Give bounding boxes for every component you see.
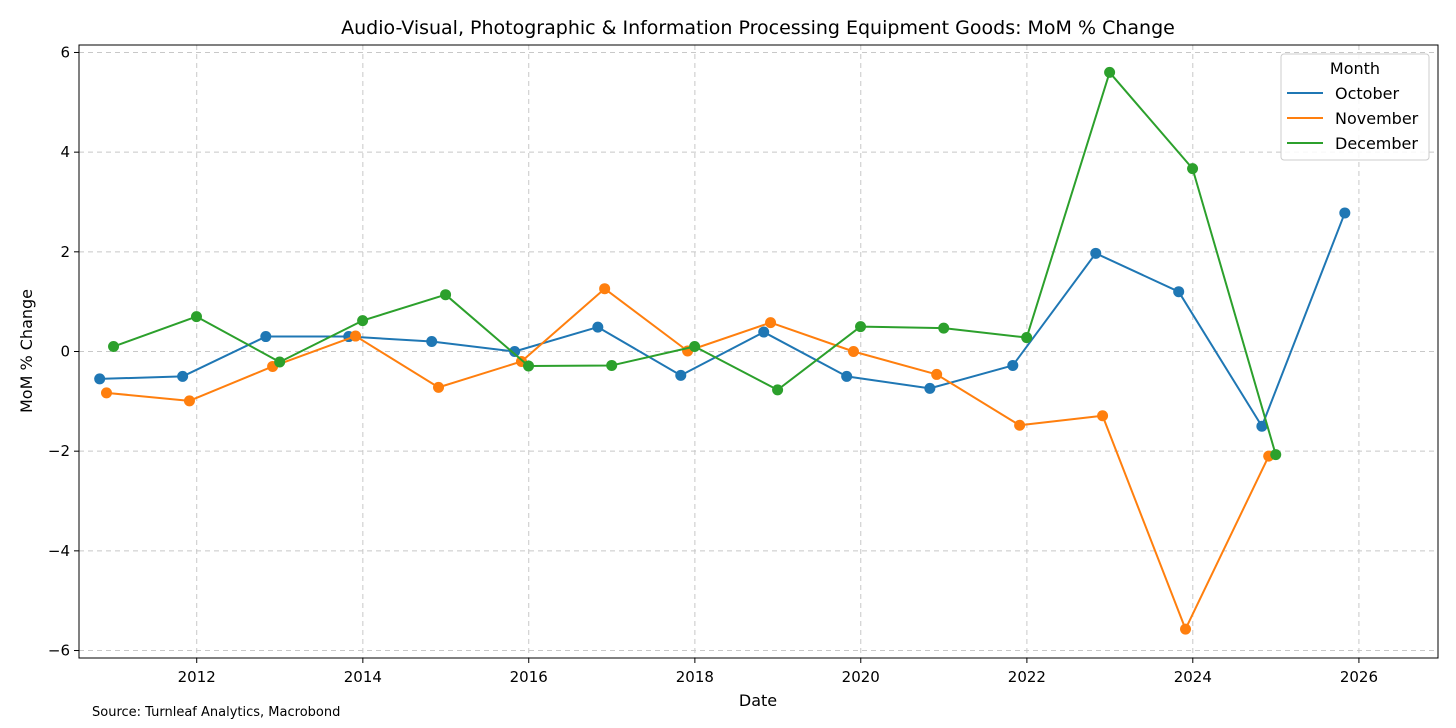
x-tick-label: 2018	[676, 668, 714, 686]
data-point-october	[592, 321, 604, 333]
data-point-december	[274, 356, 286, 368]
x-tick-label: 2026	[1340, 668, 1378, 686]
x-tick-label: 2022	[1008, 668, 1046, 686]
y-tick-label: 0	[60, 343, 70, 361]
data-point-october	[509, 346, 521, 357]
data-point-november	[765, 317, 777, 329]
data-point-december	[1104, 66, 1116, 78]
y-axis-ticks: −6 −4 −2 0 2 4 6	[48, 43, 79, 660]
data-point-december	[523, 360, 535, 372]
x-tick-label: 2016	[510, 668, 548, 686]
data-point-october	[758, 326, 770, 338]
data-point-december	[1187, 163, 1199, 175]
grid	[79, 45, 1438, 658]
data-point-october	[1173, 286, 1185, 298]
data-point-november	[1097, 410, 1109, 422]
y-tick-label: 6	[60, 43, 70, 61]
data-point-november	[931, 368, 943, 380]
legend-label-november: November	[1335, 109, 1419, 128]
legend-label-december: December	[1335, 134, 1418, 153]
y-tick-label: 2	[60, 243, 70, 261]
legend-frame	[1280, 53, 1430, 161]
data-point-october	[426, 336, 438, 348]
source-note: Source: Turnleaf Analytics, Macrobond	[92, 705, 340, 720]
legend: Month October November December	[1280, 53, 1430, 161]
data-point-october	[177, 370, 189, 382]
data-point-december	[1270, 449, 1282, 461]
data-point-december	[357, 315, 369, 327]
x-tick-label: 2020	[842, 668, 880, 686]
data-point-december	[440, 289, 452, 301]
y-tick-label: −2	[48, 442, 70, 460]
data-point-november	[847, 346, 859, 357]
y-tick-label: 4	[60, 143, 70, 161]
data-point-october	[1256, 420, 1268, 432]
x-axis-title: Date	[739, 691, 777, 710]
x-tick-label: 2024	[1174, 668, 1212, 686]
data-point-november	[599, 283, 611, 295]
data-point-december	[1021, 332, 1033, 344]
data-point-december	[938, 322, 950, 334]
data-point-october	[1007, 359, 1019, 371]
data-point-october	[94, 373, 106, 385]
y-tick-label: −4	[48, 542, 70, 560]
legend-label-october: October	[1335, 84, 1399, 103]
y-tick-label: −6	[48, 642, 70, 660]
legend-title: Month	[1330, 59, 1380, 78]
data-point-december	[606, 359, 618, 371]
data-point-november	[350, 330, 362, 342]
chart-title: Audio-Visual, Photographic & Information…	[341, 17, 1175, 39]
data-point-october	[841, 370, 853, 382]
data-point-november	[183, 395, 195, 407]
data-point-october	[1090, 247, 1102, 259]
series-line-october	[99, 212, 1346, 428]
data-point-december	[689, 341, 701, 353]
x-tick-label: 2012	[178, 668, 216, 686]
series-line-november	[106, 287, 1270, 631]
data-point-october	[675, 369, 687, 381]
data-point-december	[772, 384, 784, 396]
data-point-december	[855, 321, 867, 333]
data-point-december	[190, 311, 202, 323]
data-point-december	[108, 341, 120, 353]
series-october	[94, 207, 1351, 432]
series-november	[101, 283, 1275, 635]
x-axis-ticks: 2012 2014 2016 2018 2020 2022 2024 2026	[178, 658, 1378, 686]
data-point-november	[1014, 419, 1026, 431]
data-point-november	[433, 381, 445, 393]
data-point-october	[260, 331, 272, 343]
y-axis-title: MoM % Change	[17, 289, 36, 413]
data-point-october	[1339, 207, 1351, 219]
x-tick-label: 2014	[344, 668, 382, 686]
series-layer	[94, 66, 1351, 635]
series-december	[108, 66, 1282, 461]
data-point-november	[101, 387, 112, 399]
data-point-november	[1180, 623, 1192, 635]
data-point-october	[924, 382, 936, 394]
